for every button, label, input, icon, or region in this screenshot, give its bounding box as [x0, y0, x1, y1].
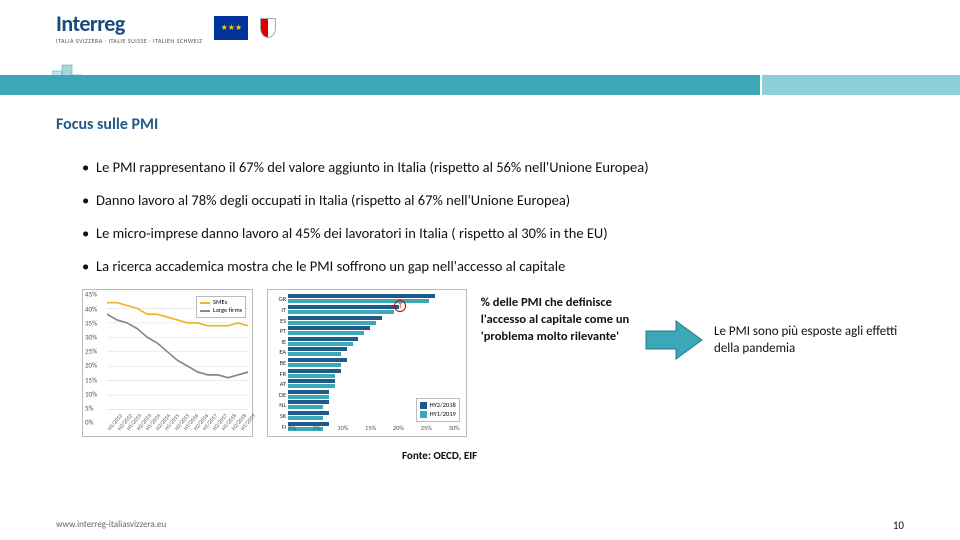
logo-row: Interreg ITALIA SVIZZERA · ITALIE SUISSE…	[0, 0, 960, 45]
line-chart-legend: SMEs Large firms	[196, 296, 246, 318]
arrow-callout: Le PMI sono più esposte agli effetti del…	[644, 289, 904, 361]
line-chart: 0%5%10%15%20%25%30%35%40%45% SMEs Large …	[82, 289, 253, 437]
legend-label: HY2/2018	[430, 401, 456, 409]
slide-title: Focus sulle PMI	[56, 115, 904, 134]
bullet-item: Le PMI rappresentano il 67% del valore a…	[82, 158, 904, 177]
header-band	[0, 75, 960, 95]
logo-subtitle: ITALIA SVIZZERA · ITALIE SUISSE · ITALIE…	[56, 37, 202, 45]
source-text: Fonte: OECD, EIF	[402, 449, 904, 462]
bar-chart-legend: HY2/2018 HY1/2019	[416, 398, 460, 422]
arrow-icon	[644, 319, 704, 361]
slide-header: Interreg ITALIA SVIZZERA · ITALIE SUISSE…	[0, 0, 960, 95]
interreg-logo: Interreg ITALIA SVIZZERA · ITALIE SUISSE…	[56, 10, 202, 45]
eu-flag-icon	[214, 16, 248, 40]
shield-icon	[260, 18, 276, 38]
chart-caption: % delle PMI che definisce l'accesso al c…	[481, 289, 630, 346]
bar-chart: GRITESPTIEEABEFRATDENLSKFI T HY2/2018 HY…	[267, 289, 467, 437]
bullet-item: Le micro-imprese danno lavoro al 45% dei…	[82, 224, 904, 243]
bullet-item: La ricerca accademica mostra che le PMI …	[82, 257, 904, 276]
charts-row: 0%5%10%15%20%25%30%35%40%45% SMEs Large …	[82, 289, 904, 437]
arrow-text: Le PMI sono più esposte agli effetti del…	[714, 323, 904, 358]
bullet-list: Le PMI rappresentano il 67% del valore a…	[82, 158, 904, 275]
legend-label: Large firms	[213, 307, 242, 315]
footer-url: www.interreg-italiasvizzera.eu	[56, 519, 166, 532]
legend-label: HY1/2019	[430, 410, 456, 418]
slide-footer: www.interreg-italiasvizzera.eu 10	[56, 519, 904, 532]
logo-text: Interreg	[56, 10, 202, 37]
bullet-item: Danno lavoro al 78% degli occupati in It…	[82, 191, 904, 210]
page-number: 10	[893, 519, 904, 532]
content-area: Focus sulle PMI Le PMI rappresentano il …	[0, 95, 960, 462]
